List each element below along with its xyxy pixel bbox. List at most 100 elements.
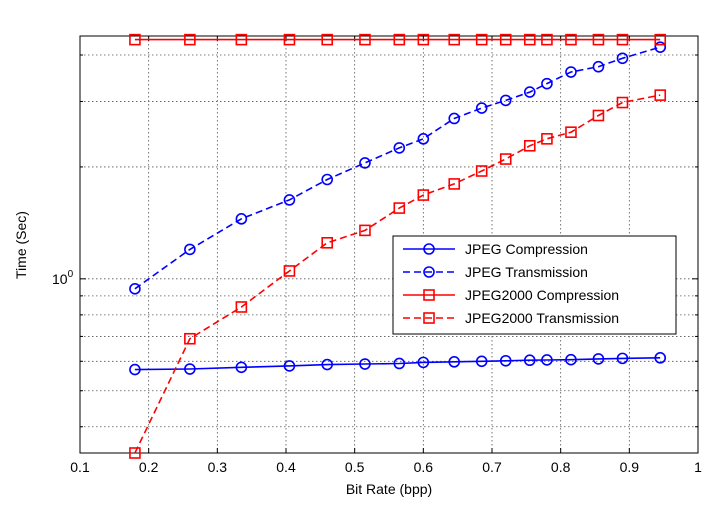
data-point — [129, 283, 141, 295]
data-point — [565, 126, 577, 138]
data-point — [541, 33, 553, 46]
series-group — [129, 33, 667, 459]
x-tick-label: 0.1 — [70, 459, 90, 475]
y-axis-label: Time (Sec) — [13, 211, 29, 279]
data-point — [654, 33, 667, 46]
data-point — [448, 356, 461, 368]
data-point — [616, 33, 629, 46]
data-point — [616, 352, 629, 365]
data-point — [393, 202, 406, 214]
data-point — [235, 33, 248, 46]
series-jpeg2000-compression — [129, 33, 667, 46]
data-point — [499, 33, 512, 46]
x-tick-label: 0.6 — [414, 459, 434, 475]
data-point — [184, 363, 196, 375]
data-point — [283, 265, 296, 277]
data-point — [565, 353, 577, 366]
x-tick-label: 0.2 — [139, 459, 159, 475]
data-point — [235, 213, 248, 225]
data-point — [499, 354, 512, 367]
x-tick-label: 0.9 — [620, 459, 640, 475]
data-point — [475, 165, 488, 177]
series-line — [134, 94, 661, 454]
x-axis-label: Bit Rate (bpp) — [346, 481, 432, 497]
data-point — [417, 133, 430, 145]
data-point — [541, 354, 553, 366]
x-tick-label: 0.5 — [345, 459, 365, 475]
x-tick-label: 0.7 — [482, 459, 502, 475]
data-point — [448, 112, 461, 125]
series-jpeg-compression — [129, 352, 667, 376]
data-point — [184, 243, 196, 256]
data-point — [359, 224, 371, 237]
data-point — [393, 33, 406, 46]
data-point — [184, 332, 196, 345]
legend-marker — [423, 312, 435, 324]
data-point — [448, 33, 461, 46]
data-point — [565, 33, 577, 46]
data-point — [321, 33, 334, 46]
data-point — [523, 86, 536, 98]
series-jpeg-transmission — [129, 41, 667, 295]
data-point — [475, 355, 488, 368]
data-point — [475, 102, 488, 114]
legend-label: JPEG2000 Compression — [465, 287, 619, 303]
data-point — [654, 41, 667, 53]
data-point — [393, 357, 406, 370]
data-point — [541, 77, 553, 90]
legend-label: JPEG Compression — [465, 241, 588, 257]
data-point — [523, 139, 536, 152]
data-point — [359, 157, 371, 169]
data-point — [592, 109, 605, 122]
data-point — [417, 189, 430, 201]
data-point — [475, 33, 488, 46]
data-point — [616, 96, 629, 109]
data-point — [499, 94, 512, 107]
data-point — [359, 358, 371, 370]
data-point — [321, 173, 334, 186]
x-tick-label: 0.4 — [276, 459, 296, 475]
data-point — [592, 33, 605, 46]
plot-frame — [79, 35, 699, 454]
data-point — [523, 33, 536, 46]
legend: JPEG Compression JPEG Transmission JPEG200… — [392, 235, 677, 335]
data-point — [235, 301, 248, 313]
x-tick-label: 0.3 — [208, 459, 228, 475]
data-point — [129, 33, 141, 46]
data-point — [321, 358, 334, 371]
data-point — [417, 356, 430, 369]
legend-label: JPEG2000 Transmission — [465, 310, 619, 326]
series-line — [134, 357, 661, 371]
legend-label: JPEG Transmission — [465, 264, 588, 280]
data-point — [448, 178, 461, 190]
data-point — [523, 354, 536, 367]
x-tick-label: 0.8 — [551, 459, 571, 475]
data-point — [283, 360, 296, 372]
data-point — [592, 353, 605, 365]
legend-marker — [423, 266, 435, 278]
data-point — [417, 33, 430, 46]
data-point — [654, 89, 667, 101]
data-point — [592, 60, 605, 73]
data-point — [283, 194, 296, 206]
y-tick-label: 100 — [52, 269, 74, 287]
series-jpeg2000-transmission — [129, 89, 667, 459]
data-point — [184, 33, 196, 46]
data-point — [565, 66, 577, 78]
data-point — [541, 133, 553, 145]
data-point — [283, 33, 296, 46]
data-point — [321, 237, 334, 249]
data-point — [129, 447, 141, 459]
series-line — [134, 46, 661, 290]
data-point — [616, 52, 629, 65]
legend-marker — [423, 243, 435, 255]
legend-marker — [423, 289, 435, 301]
data-point — [235, 361, 248, 374]
data-point — [654, 352, 667, 364]
data-point — [359, 33, 371, 46]
data-point — [499, 153, 512, 165]
x-tick-label: 1 — [694, 459, 702, 475]
data-point — [129, 363, 141, 376]
data-point — [393, 142, 406, 154]
